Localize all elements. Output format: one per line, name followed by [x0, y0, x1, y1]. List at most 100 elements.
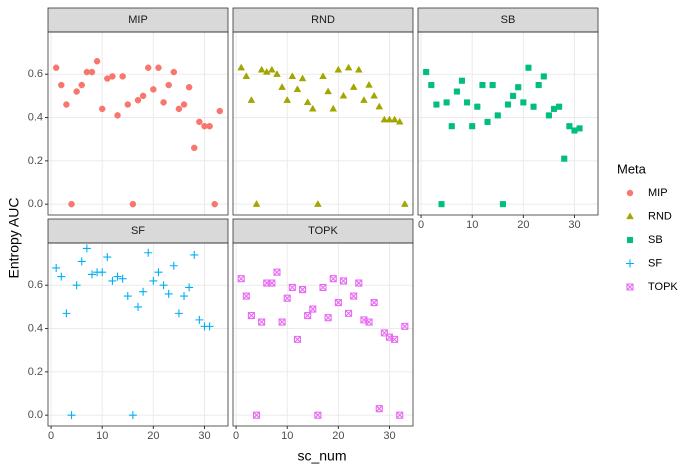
data-point — [443, 99, 450, 106]
panel-background — [233, 32, 413, 215]
data-point — [206, 123, 213, 130]
x-tick-label: 30 — [568, 219, 580, 231]
data-point — [530, 103, 537, 110]
data-point — [149, 276, 158, 285]
data-point — [385, 115, 394, 123]
data-point — [52, 263, 61, 272]
data-point — [169, 261, 178, 270]
data-point — [334, 299, 342, 307]
data-point — [174, 309, 183, 318]
y-tick-label: 0.6 — [28, 279, 43, 291]
data-point — [319, 283, 327, 291]
data-point — [257, 65, 266, 73]
data-point — [510, 92, 517, 99]
data-point — [308, 104, 317, 112]
data-point — [304, 312, 312, 320]
y-tick-label: 0.0 — [28, 409, 43, 421]
data-point — [93, 58, 101, 65]
strip — [232, 218, 414, 244]
y-tick-label: 0.4 — [28, 322, 43, 334]
data-point — [57, 272, 66, 281]
data-point — [535, 82, 542, 89]
data-point — [98, 105, 106, 113]
data-point — [354, 65, 363, 73]
data-point — [365, 318, 373, 326]
panel-border — [417, 31, 599, 216]
panel-border — [232, 31, 414, 216]
data-point — [556, 103, 563, 110]
x-tick-label: 0 — [48, 430, 54, 442]
data-point — [566, 123, 573, 130]
data-point — [247, 96, 256, 103]
data-point — [139, 92, 147, 100]
data-point — [494, 112, 501, 119]
data-point — [479, 82, 486, 89]
y-tick-label: 0.4 — [28, 111, 43, 123]
data-point — [453, 88, 460, 95]
data-point — [119, 73, 126, 80]
strip-label: SB — [501, 14, 516, 26]
data-point — [395, 117, 404, 125]
data-point — [314, 411, 322, 419]
data-point — [339, 91, 348, 99]
data-point — [334, 65, 343, 73]
data-point — [298, 286, 307, 294]
data-point — [211, 200, 218, 208]
data-point — [124, 101, 132, 108]
data-point — [88, 68, 96, 76]
data-point — [180, 292, 189, 301]
legend-symbol — [626, 236, 634, 244]
data-point — [252, 411, 261, 419]
data-point — [258, 318, 266, 326]
strip — [47, 218, 229, 244]
data-point — [247, 312, 255, 320]
legend-symbol — [626, 212, 634, 220]
x-tick-label: 10 — [466, 219, 478, 231]
data-point — [375, 102, 384, 110]
data-point — [82, 244, 91, 253]
data-point — [237, 275, 245, 283]
x-tick-label: 30 — [383, 430, 395, 442]
data-point — [293, 335, 301, 343]
data-point — [144, 248, 153, 257]
data-point — [72, 281, 81, 290]
data-point — [283, 294, 291, 302]
legend-label: RND — [648, 210, 672, 222]
data-point — [355, 279, 363, 287]
data-point — [278, 318, 286, 326]
data-point — [128, 411, 137, 420]
data-point — [469, 123, 476, 130]
data-point — [350, 292, 358, 300]
data-point — [52, 64, 60, 71]
data-point — [464, 99, 471, 106]
data-point — [391, 335, 399, 343]
data-point — [344, 63, 353, 71]
data-point — [63, 101, 70, 108]
data-point — [428, 82, 435, 89]
data-point — [144, 64, 152, 71]
data-point — [273, 70, 281, 77]
data-point — [309, 305, 317, 313]
data-point — [324, 314, 332, 322]
data-point — [329, 275, 337, 283]
strip-label: MIP — [128, 14, 148, 26]
legend-label: SF — [648, 257, 662, 269]
data-point — [103, 253, 112, 262]
data-point — [433, 101, 440, 108]
x-axis-title: sc_num — [297, 448, 346, 464]
data-point — [164, 289, 173, 298]
data-point — [67, 411, 76, 420]
data-point — [484, 118, 491, 125]
data-point — [154, 268, 163, 277]
data-point — [180, 101, 188, 108]
data-point — [540, 73, 547, 80]
data-point — [195, 315, 204, 324]
data-point — [474, 103, 481, 110]
legend-symbol — [626, 283, 634, 291]
data-point — [515, 84, 522, 91]
x-tick-label: 20 — [147, 430, 159, 442]
data-point — [155, 64, 162, 71]
data-point — [196, 118, 203, 126]
data-point — [73, 88, 80, 95]
data-point — [185, 283, 194, 292]
